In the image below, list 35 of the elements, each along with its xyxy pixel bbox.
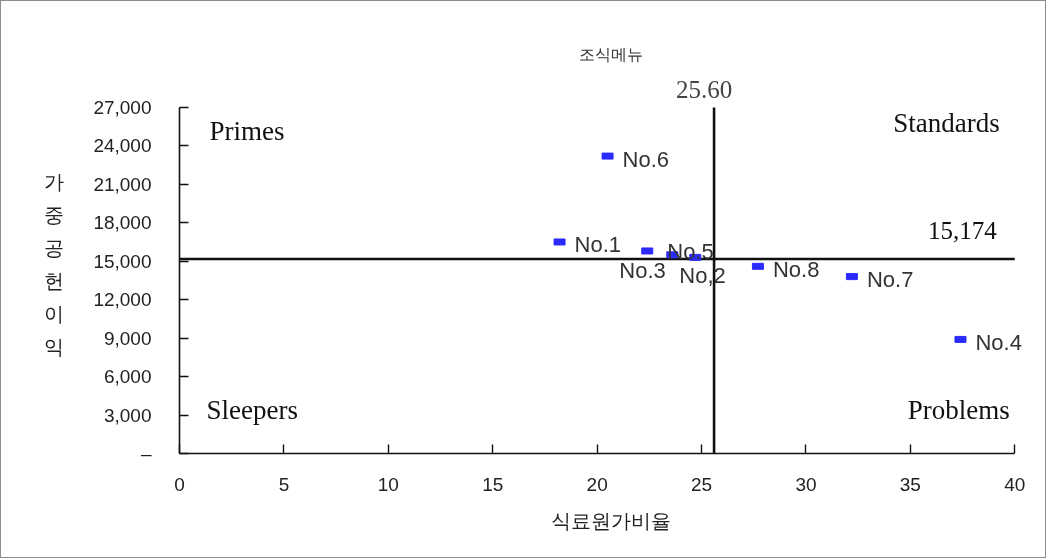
y-tick-label: 21,000	[93, 173, 152, 195]
y-tick-label: 9,000	[103, 327, 152, 349]
annotation: Primes	[209, 116, 285, 147]
ref-line-label: 25.60	[675, 75, 733, 103]
y-tick-label: 12,000	[93, 289, 152, 311]
x-tick-label: 10	[377, 473, 399, 495]
x-axis-title: 식료원가비율	[550, 509, 671, 532]
y-tick-label: 27,000	[93, 96, 152, 118]
series-label: No.8	[772, 256, 820, 282]
x-tick-label: 20	[586, 473, 608, 495]
series-label: No.3	[619, 257, 666, 283]
annotation: Problems	[907, 394, 1010, 425]
y-tick-label: 6,000	[103, 366, 152, 388]
x-tick-label: 40	[1004, 473, 1026, 495]
x-tick-label: 15	[482, 473, 504, 495]
series-label: No.7	[866, 267, 914, 293]
x-tick-label: 35	[899, 473, 921, 495]
chart-title: 조식메뉴	[578, 45, 643, 63]
y-axis-title: 가중공헌이익	[44, 170, 65, 358]
series-label: No.4	[975, 329, 1022, 355]
y-tick-label: 15,000	[93, 250, 152, 272]
y-tick-label: 18,000	[93, 212, 152, 234]
y-tick-label: –	[140, 443, 152, 464]
x-tick-label: 25	[690, 473, 713, 495]
series-label: No.1	[574, 232, 622, 258]
series-label: No.5	[667, 239, 714, 265]
y-tick-label: 3,000	[103, 404, 152, 426]
x-tick-label: 30	[795, 473, 817, 495]
x-tick-label: 0	[174, 473, 185, 495]
x-tick-label: 5	[278, 473, 290, 495]
annotation: Standards	[893, 108, 1000, 139]
y-tick-label: 24,000	[93, 135, 152, 157]
annotation: Sleepers	[206, 394, 298, 425]
ref-line-label: 15,174	[928, 217, 998, 245]
series-label: No.6	[622, 146, 670, 172]
